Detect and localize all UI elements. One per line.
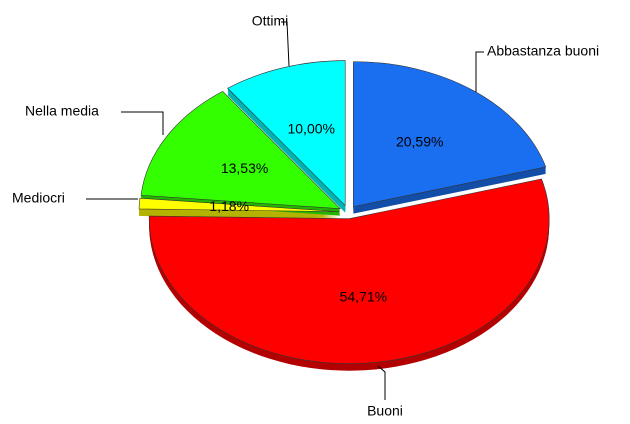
- data-label: 20,59%: [396, 134, 443, 150]
- leader-line: [121, 111, 164, 135]
- pie-slice: [140, 90, 341, 210]
- leader-line: [281, 21, 290, 67]
- pie-slice: [138, 197, 340, 212]
- category-label: Buoni: [367, 403, 403, 419]
- category-label: Mediocri: [12, 190, 65, 206]
- category-label: Nella media: [25, 103, 99, 119]
- pie-slice: [353, 61, 547, 207]
- category-label: Ottimi: [252, 13, 289, 29]
- leader-line: [377, 365, 386, 400]
- data-label: 54,71%: [340, 288, 387, 304]
- leader-line: [475, 51, 484, 92]
- category-label: Abbastanza buoni: [487, 43, 599, 59]
- data-label: 13,53%: [221, 160, 268, 176]
- data-label: 10,00%: [287, 120, 334, 136]
- data-label: 1,18%: [209, 198, 249, 214]
- pie-slice: [227, 60, 346, 207]
- pie-slice: [148, 178, 550, 364]
